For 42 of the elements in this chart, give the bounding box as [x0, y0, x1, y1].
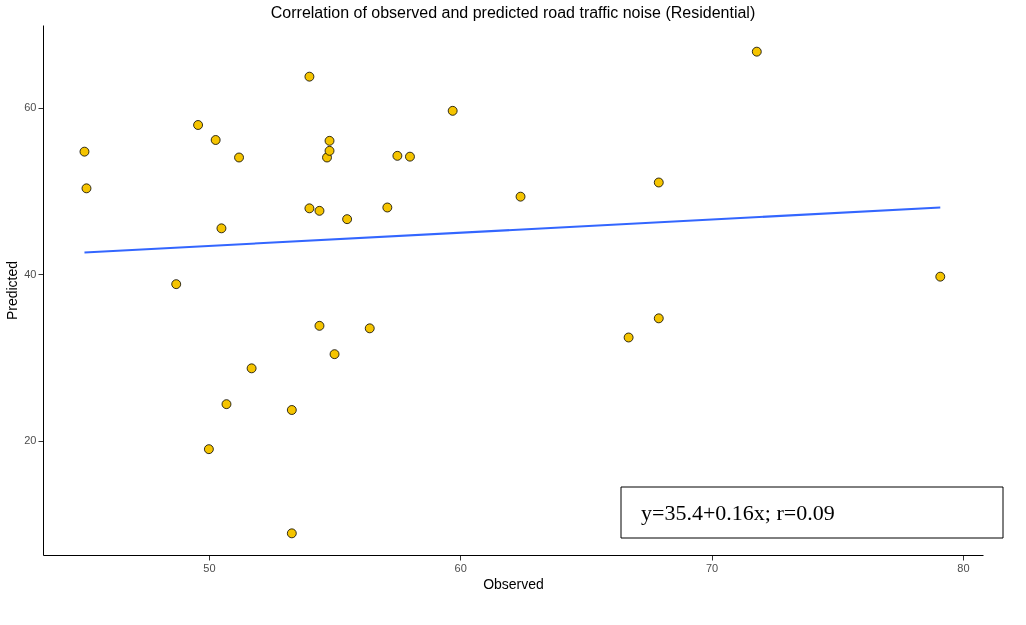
point [79, 146, 90, 157]
point [382, 202, 393, 213]
point [81, 183, 92, 194]
x-tick-label: 70 [705, 561, 719, 574]
y-tick-label: 20 [24, 434, 37, 447]
point [623, 332, 634, 343]
point [304, 203, 315, 214]
point [314, 320, 325, 331]
y-axis-title: Predicted [4, 260, 21, 321]
point [286, 405, 297, 415]
point [935, 271, 946, 282]
point [342, 214, 352, 225]
x-axis-title: Observed [483, 575, 544, 592]
point [204, 444, 214, 455]
chart-title: Correlation of observed and predicted road traffic noise (Residential) [270, 4, 756, 21]
point [329, 349, 340, 360]
annotation: y=35.4+0.16x; r=0.09 [641, 500, 835, 525]
point [364, 323, 375, 334]
x-tick-label: 50 [203, 561, 216, 574]
point [392, 150, 403, 161]
point [405, 151, 415, 162]
point [216, 223, 227, 234]
point [653, 177, 664, 188]
point [221, 399, 232, 410]
point [193, 120, 203, 130]
point [324, 135, 335, 146]
point [304, 71, 315, 82]
point [751, 46, 762, 57]
point [653, 313, 664, 324]
y-tick-label: 40 [24, 267, 37, 280]
y-tick-label: 60 [24, 101, 37, 113]
point [447, 105, 458, 116]
point [314, 205, 325, 216]
x-tick-label: 60 [454, 561, 467, 574]
point [324, 145, 335, 156]
point [171, 279, 182, 290]
point [234, 152, 244, 163]
point [286, 528, 297, 539]
point [246, 363, 257, 374]
point [515, 191, 526, 202]
point [210, 135, 221, 145]
x-tick-label: 80 [957, 561, 970, 574]
